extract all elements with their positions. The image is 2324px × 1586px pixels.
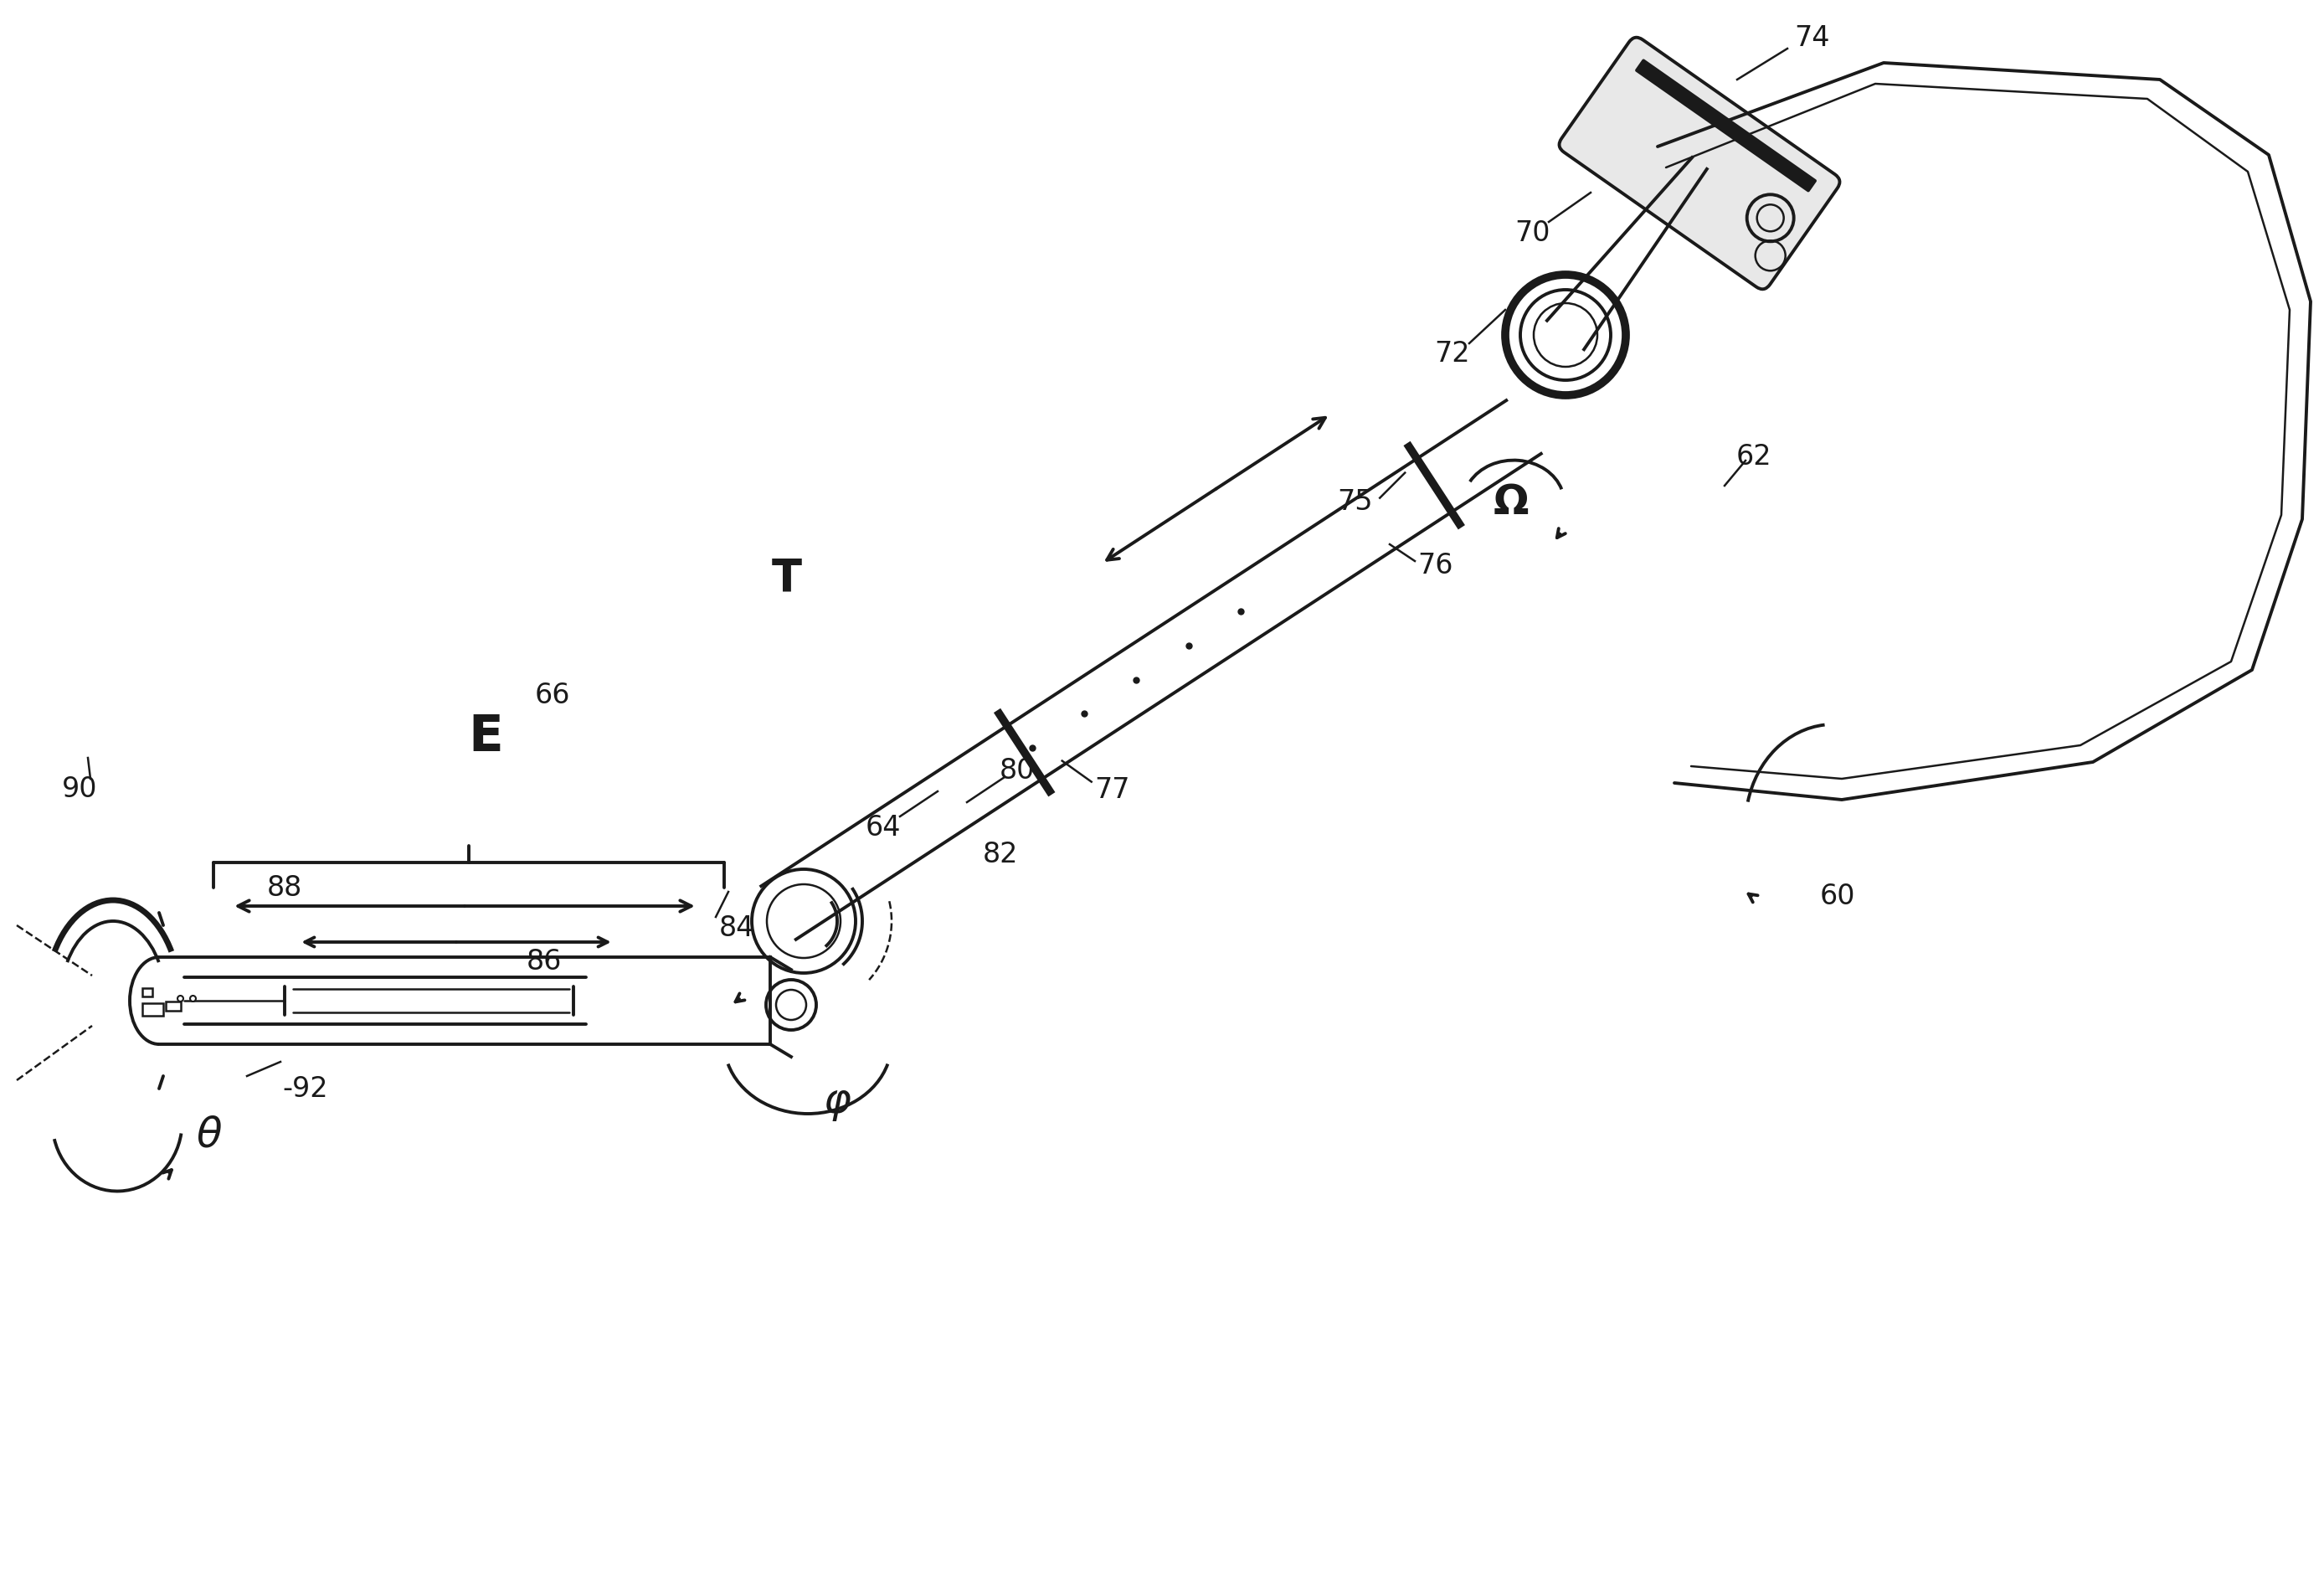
Text: 80: 80 [999, 757, 1034, 783]
Text: 86: 86 [528, 947, 562, 975]
Text: 70: 70 [1515, 219, 1550, 246]
Text: 82: 82 [983, 841, 1018, 868]
Text: 66: 66 [535, 682, 569, 709]
Text: 64: 64 [865, 814, 902, 841]
Text: 84: 84 [718, 914, 755, 942]
Text: Ω: Ω [1494, 482, 1529, 522]
Text: 88: 88 [267, 874, 302, 901]
Text: 77: 77 [1095, 776, 1129, 804]
Text: θ: θ [198, 1115, 223, 1155]
Text: 62: 62 [1736, 442, 1771, 469]
Bar [165, 1001, 181, 1010]
FancyBboxPatch shape [1636, 59, 1817, 192]
Text: 90: 90 [63, 776, 98, 803]
Text: φ: φ [823, 1082, 851, 1121]
Text: -92: -92 [284, 1075, 328, 1102]
Text: 76: 76 [1418, 552, 1452, 579]
Text: E: E [467, 712, 502, 761]
Text: 60: 60 [1820, 882, 1855, 910]
Text: T: T [772, 557, 802, 600]
Text: 72: 72 [1434, 339, 1471, 368]
Bar [142, 988, 153, 996]
Text: 74: 74 [1794, 24, 1831, 51]
Bar [142, 1004, 163, 1015]
Text: 75: 75 [1336, 488, 1373, 515]
FancyBboxPatch shape [1559, 38, 1841, 289]
